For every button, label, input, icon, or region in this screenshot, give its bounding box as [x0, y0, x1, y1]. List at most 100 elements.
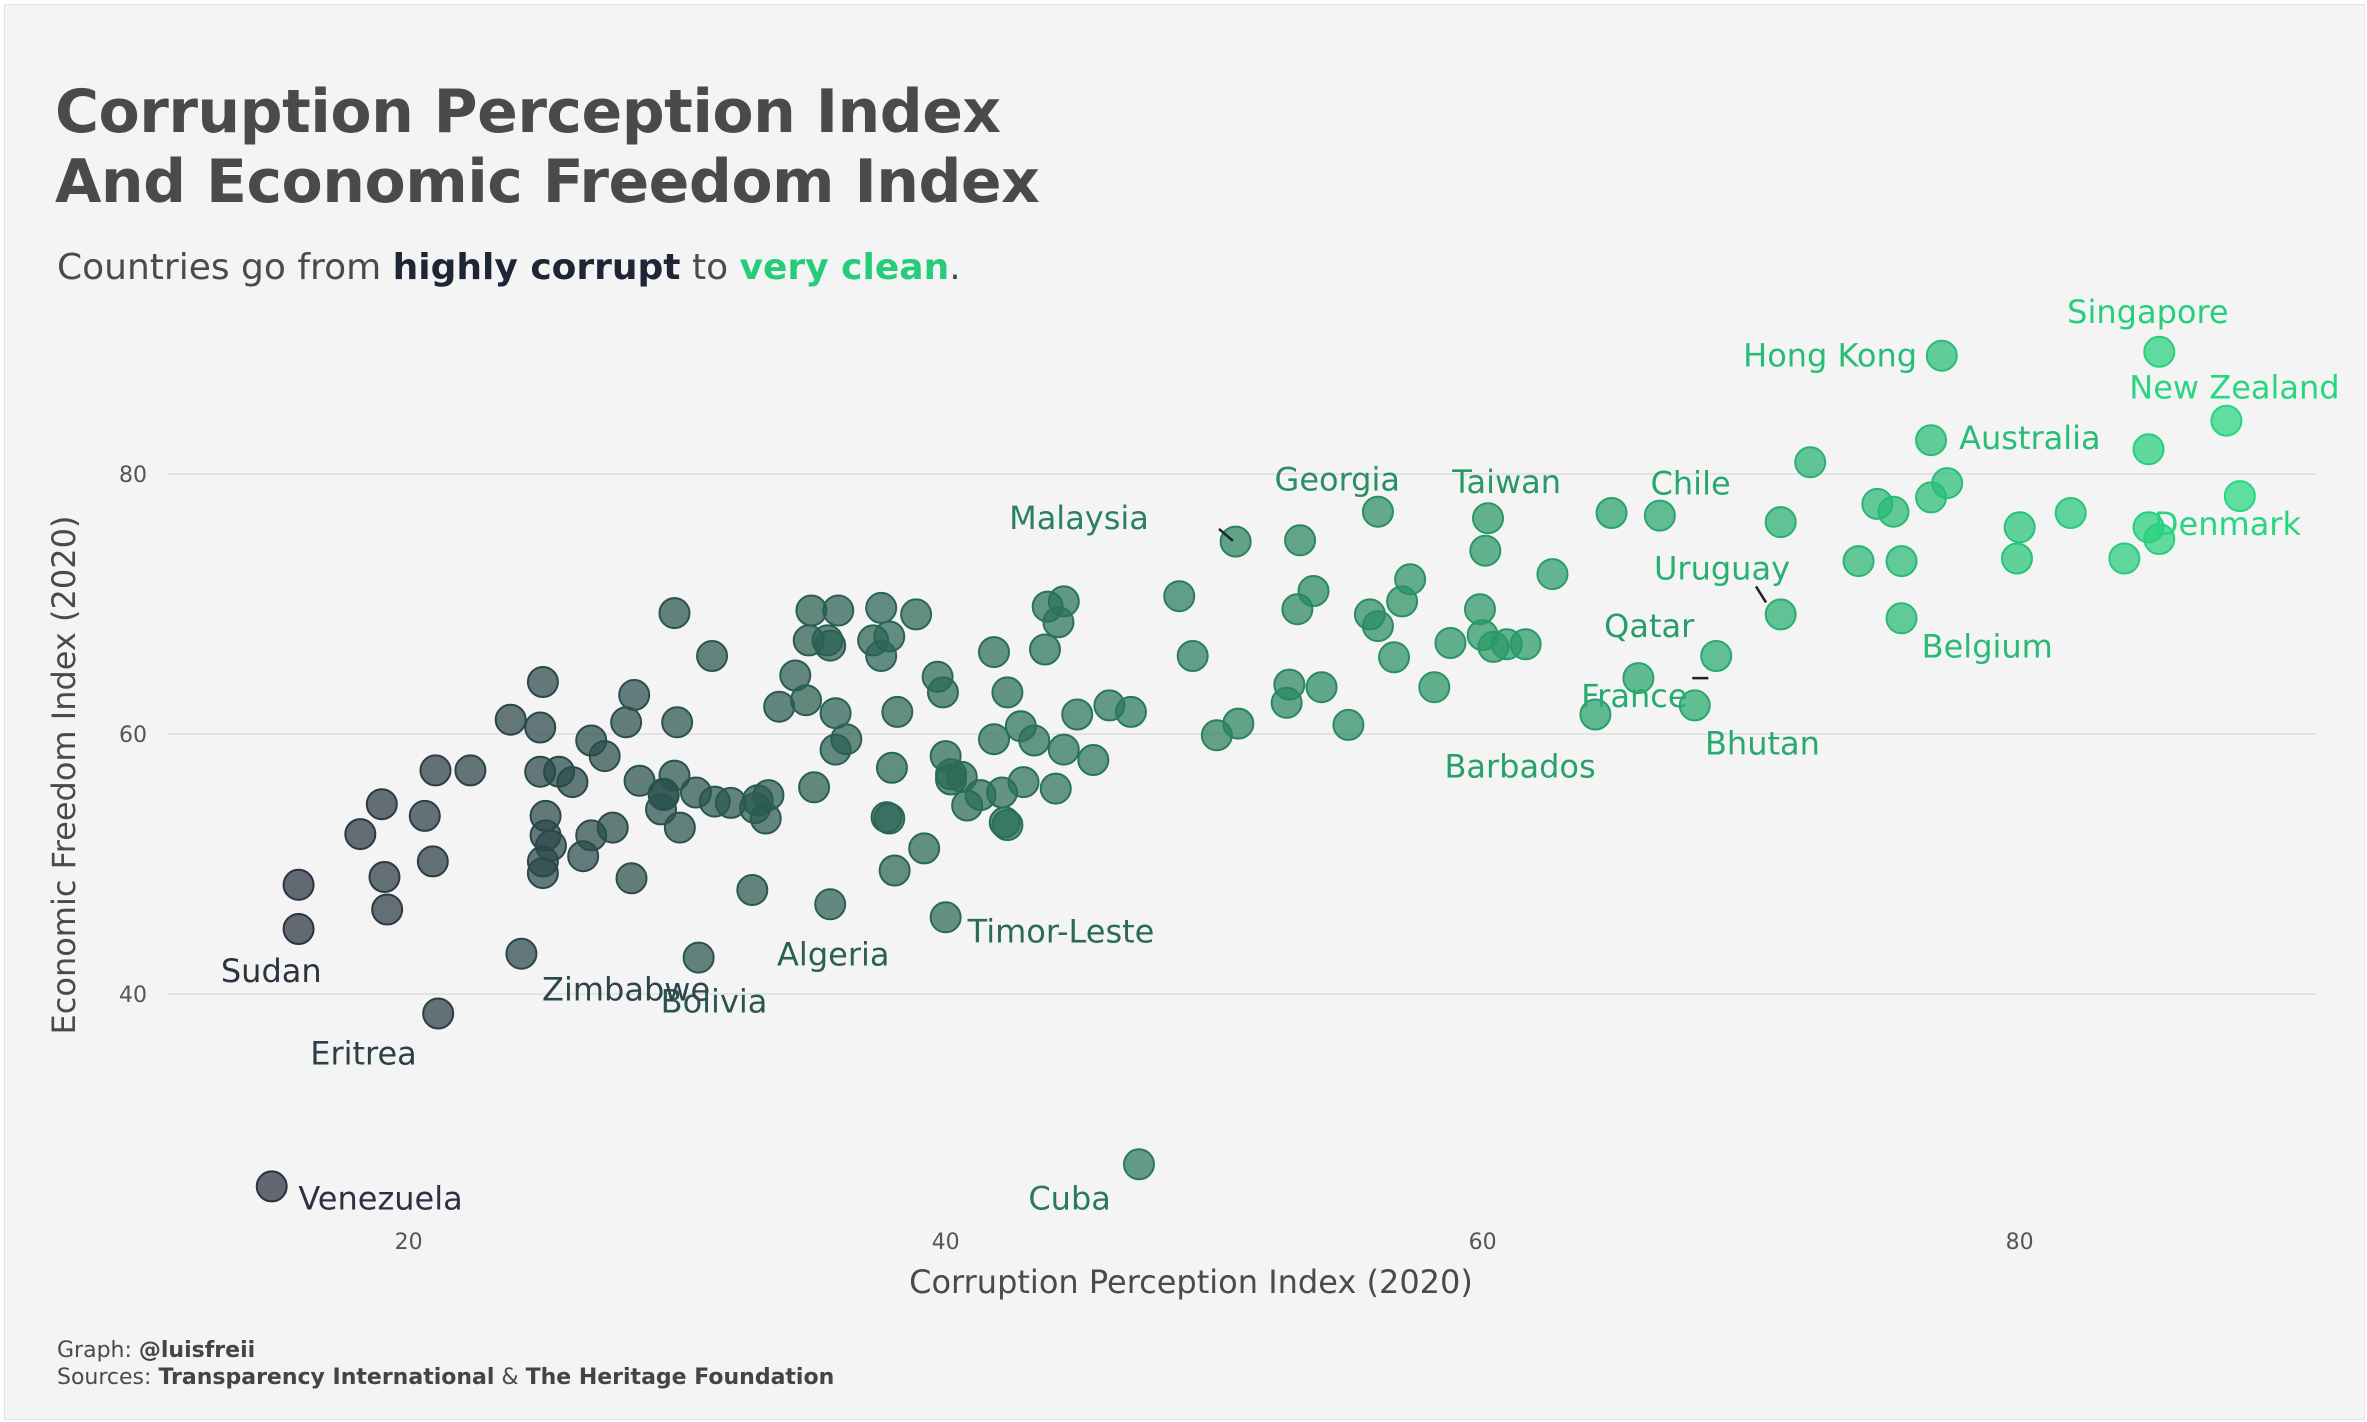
- data-point: [1622, 662, 1655, 695]
- data-point: [878, 854, 911, 887]
- country-label: Bhutan: [1705, 724, 1820, 762]
- data-point: [2108, 542, 2141, 575]
- country-label: Zimbabwe: [542, 971, 710, 1009]
- data-point: [1764, 598, 1797, 631]
- data-point: [2132, 433, 2165, 466]
- data-point: [2143, 523, 2176, 555]
- data-point: [596, 811, 629, 844]
- caption-sources-prefix: Sources:: [57, 1365, 159, 1390]
- data-point: [752, 779, 785, 812]
- subtitle-suffix: .: [949, 247, 961, 288]
- data-point: [1219, 525, 1252, 558]
- data-point: [875, 751, 908, 784]
- data-point: [1039, 772, 1072, 805]
- data-point: [865, 640, 898, 672]
- data-point: [1877, 495, 1910, 528]
- data-point: [615, 862, 648, 895]
- data-point: [2000, 542, 2033, 575]
- label-leader-line: [1754, 585, 1768, 604]
- data-point: [1378, 641, 1411, 674]
- data-point: [1700, 640, 1733, 672]
- country-label: France: [1581, 677, 1687, 715]
- data-point: [822, 594, 855, 627]
- data-point: [814, 629, 847, 662]
- caption-source-2: The Heritage Foundation: [525, 1365, 835, 1390]
- country-label: Sudan: [221, 952, 322, 990]
- data-point: [814, 888, 847, 921]
- data-point: [658, 597, 691, 630]
- data-point: [1222, 707, 1255, 740]
- caption-sources-line: Sources: Transparency International & Th…: [57, 1364, 834, 1391]
- y-axis-label: Economic Freedom Index (2020): [45, 516, 83, 1035]
- data-point: [908, 832, 941, 865]
- x-axis-label: Corruption Perception Index (2020): [909, 1263, 1473, 1301]
- data-point: [1418, 671, 1451, 704]
- data-point: [795, 594, 828, 627]
- data-point: [1885, 545, 1918, 578]
- country-label: Denmark: [2154, 505, 2302, 543]
- data-point: [368, 861, 401, 893]
- chart-title-line-2: And Economic Freedom Index: [55, 147, 1040, 217]
- points-layer: [255, 335, 2256, 1203]
- data-point: [1931, 467, 1964, 500]
- caption-source-1: Transparency International: [158, 1365, 495, 1390]
- data-point: [494, 703, 527, 736]
- country-label: Singapore: [2067, 293, 2228, 331]
- data-point: [2223, 480, 2256, 513]
- data-point: [1469, 534, 1502, 567]
- data-point: [1332, 708, 1365, 741]
- data-point: [1394, 563, 1427, 596]
- data-point: [1018, 724, 1051, 757]
- data-point: [1595, 497, 1628, 529]
- data-point: [419, 754, 452, 787]
- labels-layer: Singapore Hong Kong New Zealand Australia De…: [221, 293, 2340, 1218]
- country-label: Georgia: [1275, 461, 1400, 499]
- data-point: [658, 759, 691, 792]
- country-label: Algeria: [777, 935, 889, 973]
- data-point: [1007, 766, 1040, 799]
- data-point: [255, 1170, 288, 1203]
- label-leader-line: [1218, 527, 1234, 542]
- data-point: [696, 640, 729, 672]
- subtitle-highly-corrupt: highly corrupt: [392, 247, 681, 288]
- country-label: Eritrea: [310, 1035, 417, 1073]
- data-point: [1047, 585, 1080, 618]
- data-point: [1915, 424, 1948, 457]
- data-point: [790, 684, 823, 717]
- data-point: [798, 771, 831, 804]
- data-point: [416, 845, 449, 878]
- data-point: [1925, 339, 1958, 372]
- country-label: New Zealand: [2129, 369, 2339, 407]
- data-point: [1361, 610, 1394, 643]
- country-label: Bolivia: [661, 983, 768, 1021]
- data-point: [1678, 689, 1711, 722]
- data-point: [282, 868, 315, 901]
- data-point: [881, 695, 914, 728]
- data-point: [1122, 1148, 1155, 1181]
- country-label: Taiwan: [1451, 463, 1561, 501]
- data-point: [1472, 502, 1505, 535]
- data-point: [282, 913, 315, 945]
- data-point: [929, 901, 962, 934]
- data-point: [454, 754, 487, 787]
- country-label: Qatar: [1604, 607, 1695, 645]
- chart-background: Corruption Perception Index And Economic…: [4, 4, 2365, 1420]
- data-point: [763, 690, 796, 723]
- data-point: [682, 941, 715, 974]
- x-tick-label: 80: [2006, 1230, 2034, 1255]
- y-tick-label: 40: [119, 983, 147, 1008]
- caption-graph-line: Graph: @luisfreii: [57, 1337, 834, 1364]
- chart-title-line-1: Corruption Perception Index: [55, 77, 1001, 147]
- data-point: [1434, 627, 1467, 659]
- y-tick-label: 60: [119, 723, 147, 748]
- data-point: [1284, 524, 1317, 557]
- data-point: [661, 706, 694, 739]
- country-label: Uruguay: [1654, 549, 1790, 587]
- data-point: [1305, 671, 1338, 704]
- data-point: [526, 857, 559, 890]
- data-point: [1842, 545, 1875, 578]
- scatter-plot: Singapore Hong Kong New Zealand Australia De…: [45, 293, 2340, 1301]
- x-tick-label: 60: [1469, 1230, 1497, 1255]
- data-point: [1114, 695, 1147, 728]
- data-point: [1794, 446, 1827, 479]
